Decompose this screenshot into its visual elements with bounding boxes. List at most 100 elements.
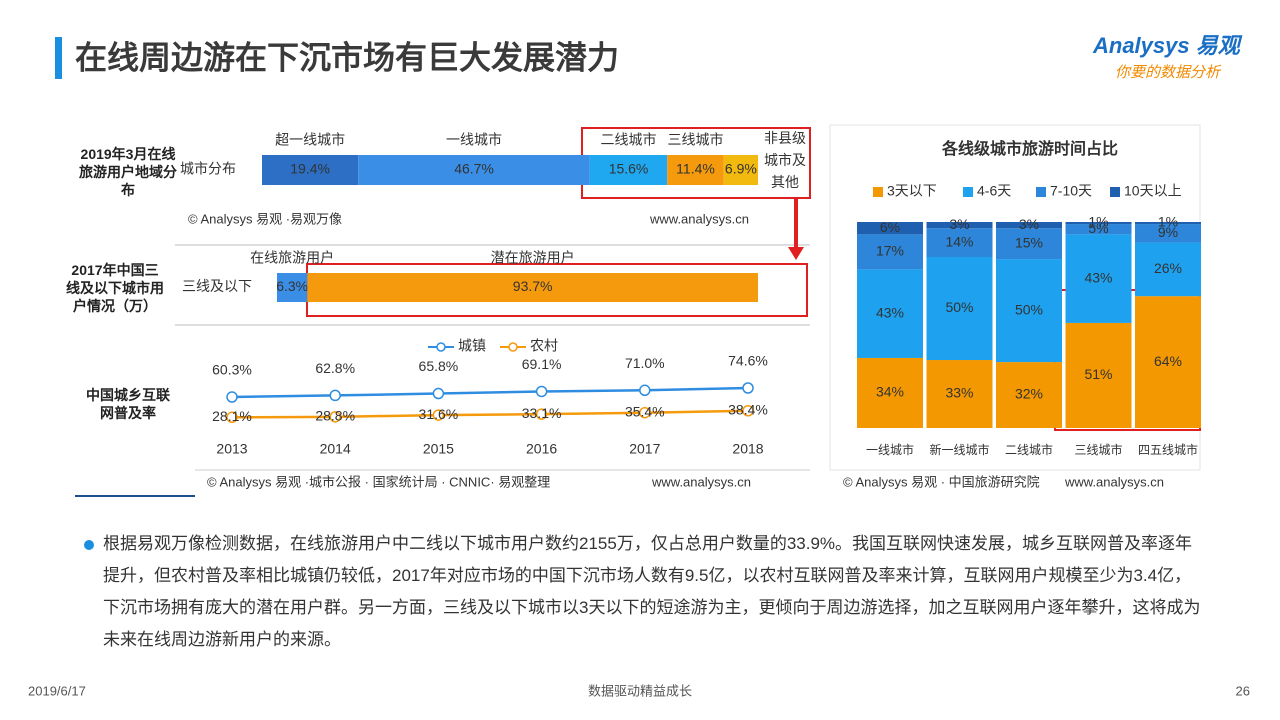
segment-name: 一线城市 — [446, 132, 502, 148]
bar-segment — [857, 222, 923, 235]
source-url: www.analysys.cn — [649, 211, 749, 226]
point-marker — [432, 409, 445, 421]
data-label: 11.4% — [676, 161, 715, 177]
legend-marker — [436, 342, 446, 352]
bar-segment — [1135, 224, 1201, 243]
bar-segment — [1135, 242, 1201, 297]
data-label: 46.7% — [454, 161, 494, 177]
data-label: 3% — [1019, 216, 1039, 232]
x-tick-label: 二线城市 — [1005, 442, 1053, 457]
legend-label: 7-10天 — [1050, 183, 1092, 199]
data-label: 15.6% — [609, 161, 649, 177]
bar-segment — [996, 259, 1062, 363]
x-tick-label: 一线城市 — [866, 442, 914, 457]
point-marker — [329, 411, 341, 423]
data-label: 65.8% — [419, 358, 459, 374]
data-label: 28.8% — [315, 408, 355, 424]
segment-name: 非县级城市及其他 — [764, 130, 806, 190]
x-tick-label: 新一线城市 — [929, 442, 989, 457]
bar-segment — [857, 269, 923, 358]
bar-segment — [277, 273, 308, 302]
body-text: 根据易观万像检测数据，在线旅游用户中二线以下城市用户数约2155万，仅占总用户数… — [103, 534, 1201, 649]
data-label: 64% — [1154, 353, 1182, 369]
bar-segment — [262, 155, 359, 185]
data-label: 93.7% — [513, 278, 553, 294]
data-label: 43% — [876, 304, 904, 320]
data-label: 32% — [1015, 386, 1043, 402]
series-line — [231, 409, 749, 419]
bar-segment — [926, 222, 993, 229]
x-tick-label: 2014 — [320, 441, 351, 457]
bullet — [84, 540, 94, 550]
point-marker — [226, 411, 238, 424]
data-label: 60.3% — [212, 362, 252, 378]
bar-segment — [667, 155, 724, 185]
chart-title: 各线级城市旅游时间占比 — [941, 139, 1118, 158]
data-label: 14% — [945, 233, 973, 249]
data-label: 26% — [1154, 260, 1182, 276]
x-tick-label: 2015 — [423, 441, 454, 457]
data-label: 9% — [1158, 224, 1178, 240]
source-url: www.analysys.cn — [651, 474, 751, 489]
data-label: 71.0% — [625, 355, 665, 371]
point-marker — [432, 387, 445, 400]
slide-title: 在线周边游在下沉市场有巨大发展潜力 — [75, 39, 619, 75]
x-tick-label: 2018 — [732, 441, 763, 457]
source-url: www.analysys.cn — [1064, 474, 1164, 489]
footer-date: 2019/6/17 — [28, 683, 86, 698]
footer-tagline: 数据驱动精益成长 — [588, 683, 692, 698]
data-label: 1% — [1158, 214, 1178, 230]
category-label: 三线及以下 — [182, 278, 252, 294]
legend-label: 3天以下 — [887, 183, 937, 199]
point-marker — [742, 405, 754, 417]
data-label: 6.3% — [276, 278, 308, 294]
bar-segment — [996, 228, 1062, 260]
data-label: 15% — [1015, 234, 1043, 250]
bar-segment — [926, 228, 993, 258]
data-label: 33% — [945, 385, 973, 401]
bar-segment — [857, 357, 923, 428]
data-label: 69.1% — [522, 356, 562, 372]
point-marker — [535, 408, 548, 420]
data-label: 50% — [945, 299, 973, 315]
data-label: 31.6% — [419, 406, 459, 422]
data-label: 51% — [1084, 366, 1112, 382]
source-note: © Analysys 易观 ·城市公报 · 国家统计局 · CNNIC· 易观整… — [207, 474, 550, 489]
legend-marker — [508, 342, 518, 352]
segment-name: 二线城市 — [601, 132, 657, 148]
logo-slogan: 你要的数据分析 — [1115, 64, 1222, 81]
legend-swatch — [1110, 187, 1120, 197]
bar-segment — [996, 362, 1062, 428]
bar-segment — [723, 155, 758, 185]
data-label: 62.8% — [315, 360, 355, 376]
data-label: 28.1% — [212, 408, 252, 424]
point-marker — [329, 389, 341, 402]
data-label: 6.9% — [725, 161, 757, 177]
data-label: 38.4% — [728, 402, 768, 418]
bar-segment — [926, 360, 993, 428]
data-label: 6% — [880, 219, 900, 235]
data-label: 17% — [876, 243, 904, 259]
bar-segment — [996, 222, 1062, 229]
bar-segment — [1065, 222, 1132, 225]
bar-segment — [1135, 222, 1201, 225]
x-tick-label: 四五线城市 — [1138, 442, 1198, 457]
x-tick-label: 2017 — [629, 441, 660, 457]
data-label: 34% — [876, 384, 904, 400]
bar-segment — [1065, 224, 1132, 235]
data-label: 35.4% — [625, 403, 665, 419]
logo: Analysys 易观 — [1092, 33, 1243, 58]
data-label: 3% — [949, 216, 969, 232]
legend-label: 10天以上 — [1124, 183, 1182, 199]
bar-segment — [589, 155, 668, 185]
legend-label: 城镇 — [458, 338, 486, 354]
data-label: 43% — [1084, 269, 1112, 285]
legend-swatch — [1036, 187, 1046, 197]
point-marker — [535, 385, 548, 398]
legend-label: 农村 — [530, 338, 558, 354]
bar-segment — [307, 273, 758, 302]
point-marker — [742, 382, 754, 394]
data-label: 74.6% — [728, 353, 768, 369]
